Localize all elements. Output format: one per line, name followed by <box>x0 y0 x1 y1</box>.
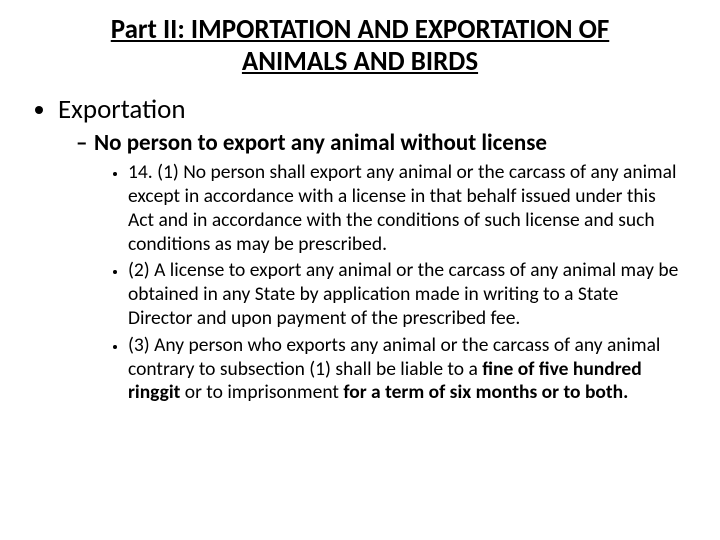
list-item: (3) Any person who exports any animal or… <box>128 334 684 405</box>
lvl3-text: 14. (1) No person shall export any anima… <box>128 160 676 255</box>
lvl1-text: Exportation <box>58 93 186 126</box>
list-item: (2) A license to export any animal or th… <box>128 259 684 330</box>
lvl3-text-part: or to imprisonment <box>180 380 343 404</box>
lvl3-text: (2) A license to export any animal or th… <box>128 258 678 330</box>
bullet-list-level1: Exportation No person to export any anim… <box>36 93 684 405</box>
list-item: 14. (1) No person shall export any anima… <box>128 161 684 256</box>
slide: Part II: IMPORTATION AND EXPORTATION OF … <box>0 0 720 540</box>
lvl3-text-bold: for a term of six months or to both. <box>343 380 628 404</box>
list-item: No person to export any animal without l… <box>76 129 684 406</box>
slide-title: Part II: IMPORTATION AND EXPORTATION OF … <box>76 14 644 79</box>
bullet-list-level2: No person to export any animal without l… <box>58 129 684 406</box>
list-item: Exportation No person to export any anim… <box>58 93 684 405</box>
bullet-list-level3: 14. (1) No person shall export any anima… <box>94 161 684 405</box>
lvl2-text: No person to export any animal without l… <box>94 129 547 157</box>
